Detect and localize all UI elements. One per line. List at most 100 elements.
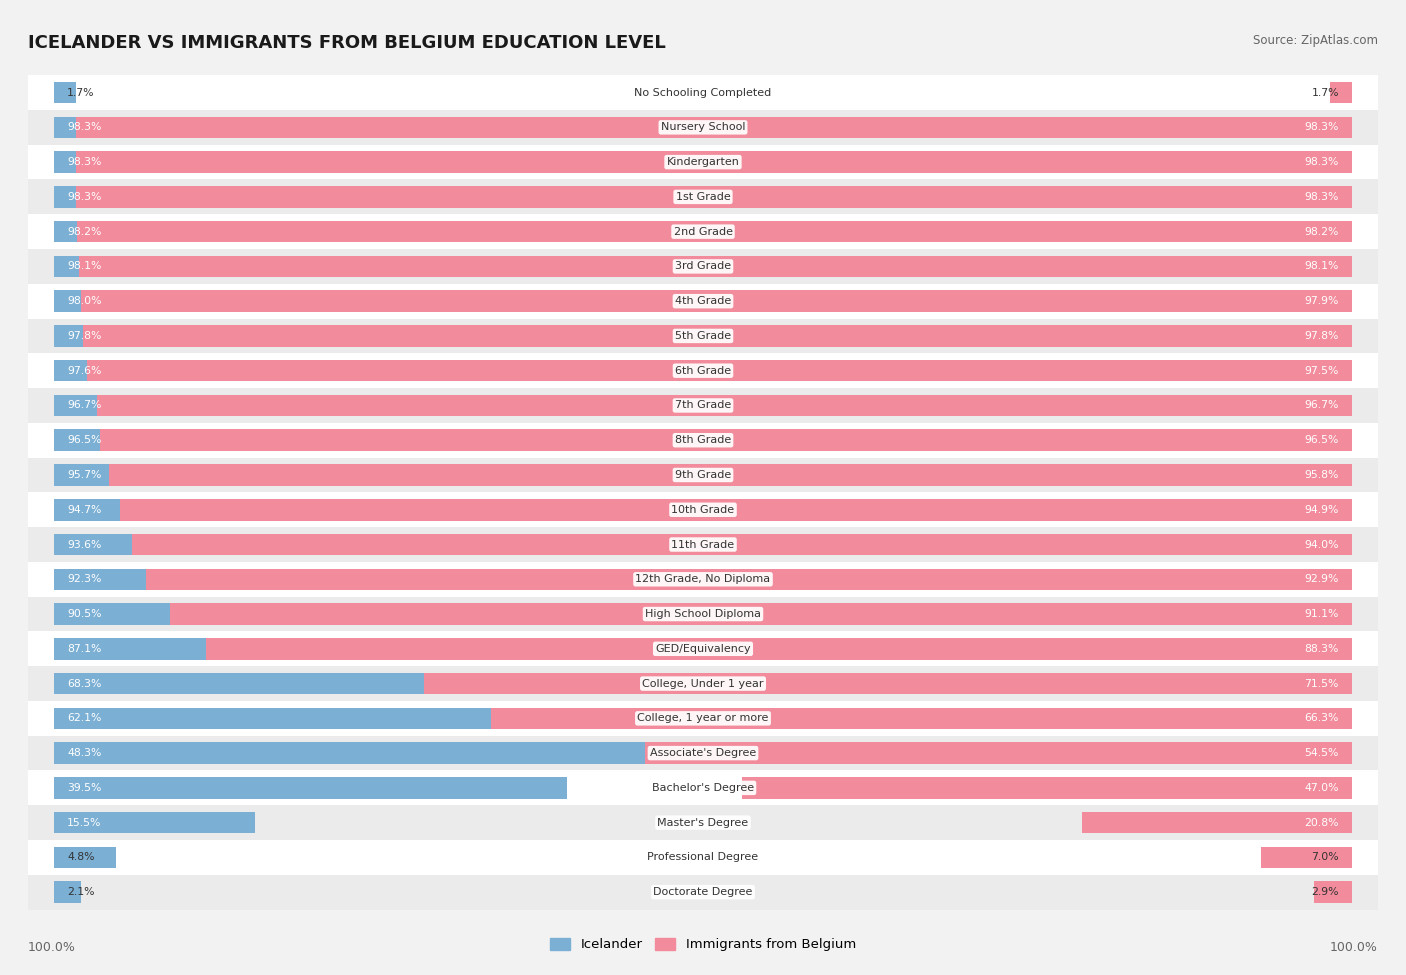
Text: 98.0%: 98.0% — [67, 296, 101, 306]
Bar — [644, 742, 1353, 763]
Bar — [28, 284, 1378, 319]
Bar — [28, 214, 1378, 249]
Text: Kindergarten: Kindergarten — [666, 157, 740, 167]
Text: 7th Grade: 7th Grade — [675, 401, 731, 410]
Bar — [53, 221, 1329, 243]
Text: 96.5%: 96.5% — [67, 435, 101, 446]
Bar — [1330, 82, 1353, 103]
Text: 98.3%: 98.3% — [67, 122, 101, 133]
Bar — [28, 632, 1378, 666]
Text: 97.8%: 97.8% — [67, 331, 101, 341]
Text: 98.1%: 98.1% — [1305, 261, 1339, 271]
Text: 5th Grade: 5th Grade — [675, 331, 731, 341]
Text: 98.3%: 98.3% — [67, 157, 101, 167]
Text: 97.8%: 97.8% — [1305, 331, 1339, 341]
Text: 96.7%: 96.7% — [67, 401, 101, 410]
Text: 87.1%: 87.1% — [67, 644, 101, 654]
Bar — [28, 388, 1378, 423]
Text: 54.5%: 54.5% — [1305, 748, 1339, 759]
Text: GED/Equivalency: GED/Equivalency — [655, 644, 751, 654]
Text: 98.3%: 98.3% — [1305, 157, 1339, 167]
Text: 94.0%: 94.0% — [1305, 539, 1339, 550]
Bar — [77, 221, 1353, 243]
Bar — [82, 291, 1353, 312]
Text: 92.9%: 92.9% — [1305, 574, 1339, 584]
Text: 15.5%: 15.5% — [67, 818, 101, 828]
Bar — [28, 249, 1378, 284]
Bar — [28, 840, 1378, 875]
Bar — [1083, 812, 1353, 834]
Bar — [53, 568, 1251, 590]
Text: 96.5%: 96.5% — [1305, 435, 1339, 446]
Text: 11th Grade: 11th Grade — [672, 539, 734, 550]
Bar — [28, 875, 1378, 910]
Bar — [53, 82, 76, 103]
Bar — [28, 144, 1378, 179]
Text: 97.5%: 97.5% — [1305, 366, 1339, 375]
Bar — [53, 117, 1330, 138]
Bar — [132, 533, 1353, 556]
Bar — [1315, 881, 1353, 903]
Bar — [53, 533, 1268, 556]
Text: 98.2%: 98.2% — [1305, 226, 1339, 237]
Text: 100.0%: 100.0% — [28, 941, 76, 954]
Text: 90.5%: 90.5% — [67, 609, 101, 619]
Text: Associate's Degree: Associate's Degree — [650, 748, 756, 759]
Text: 9th Grade: 9th Grade — [675, 470, 731, 480]
Text: 95.8%: 95.8% — [1305, 470, 1339, 480]
Bar — [28, 562, 1378, 597]
Bar — [79, 255, 1353, 277]
Bar — [87, 360, 1353, 381]
Bar — [53, 673, 941, 694]
Bar — [97, 395, 1353, 416]
Text: College, Under 1 year: College, Under 1 year — [643, 679, 763, 688]
Text: 47.0%: 47.0% — [1305, 783, 1339, 793]
Bar — [53, 291, 1326, 312]
Bar — [76, 151, 1353, 173]
Bar — [492, 708, 1353, 729]
Text: 62.1%: 62.1% — [67, 714, 101, 723]
Bar — [53, 742, 681, 763]
Bar — [28, 666, 1378, 701]
Text: 95.7%: 95.7% — [67, 470, 101, 480]
Text: 4th Grade: 4th Grade — [675, 296, 731, 306]
Text: 8th Grade: 8th Grade — [675, 435, 731, 446]
Text: 98.3%: 98.3% — [67, 192, 101, 202]
Bar — [28, 457, 1378, 492]
Text: 10th Grade: 10th Grade — [672, 505, 734, 515]
Text: 98.3%: 98.3% — [1305, 122, 1339, 133]
Text: Master's Degree: Master's Degree — [658, 818, 748, 828]
Text: 97.6%: 97.6% — [67, 366, 101, 375]
Text: 2nd Grade: 2nd Grade — [673, 226, 733, 237]
Text: 3rd Grade: 3rd Grade — [675, 261, 731, 271]
Bar — [53, 881, 82, 903]
Bar — [108, 464, 1353, 486]
Text: Professional Degree: Professional Degree — [647, 852, 759, 863]
Text: 6th Grade: 6th Grade — [675, 366, 731, 375]
Bar — [28, 423, 1378, 457]
Text: 39.5%: 39.5% — [67, 783, 101, 793]
Text: 48.3%: 48.3% — [67, 748, 101, 759]
Bar — [28, 75, 1378, 110]
Text: 66.3%: 66.3% — [1305, 714, 1339, 723]
Text: 96.7%: 96.7% — [1305, 401, 1339, 410]
Text: Doctorate Degree: Doctorate Degree — [654, 887, 752, 897]
Bar — [28, 701, 1378, 736]
Text: 1.7%: 1.7% — [67, 88, 94, 98]
Bar — [170, 604, 1353, 625]
Text: Bachelor's Degree: Bachelor's Degree — [652, 783, 754, 793]
Bar — [146, 568, 1353, 590]
Bar — [53, 708, 860, 729]
Legend: Icelander, Immigrants from Belgium: Icelander, Immigrants from Belgium — [544, 932, 862, 956]
Bar — [28, 805, 1378, 840]
Bar — [1261, 846, 1353, 868]
Text: 94.7%: 94.7% — [67, 505, 101, 515]
Text: 92.3%: 92.3% — [67, 574, 101, 584]
Text: 71.5%: 71.5% — [1305, 679, 1339, 688]
Text: 4.8%: 4.8% — [67, 852, 94, 863]
Text: 7.0%: 7.0% — [1312, 852, 1339, 863]
Text: 88.3%: 88.3% — [1305, 644, 1339, 654]
Bar — [53, 777, 567, 799]
Bar — [53, 846, 117, 868]
Text: 94.9%: 94.9% — [1305, 505, 1339, 515]
